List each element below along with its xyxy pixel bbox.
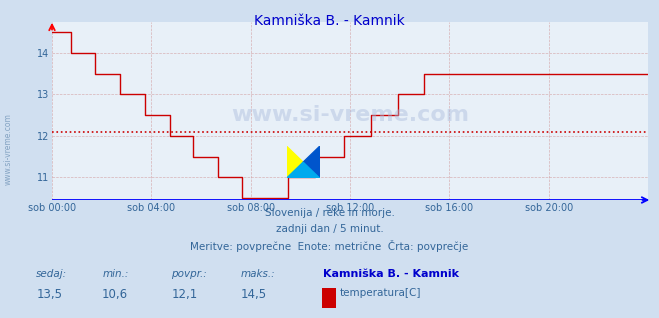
Text: maks.:: maks.: bbox=[241, 269, 275, 279]
Text: Kamniška B. - Kamnik: Kamniška B. - Kamnik bbox=[323, 269, 459, 279]
Text: Meritve: povprečne  Enote: metrične  Črta: povprečje: Meritve: povprečne Enote: metrične Črta:… bbox=[190, 240, 469, 252]
Text: Kamniška B. - Kamnik: Kamniška B. - Kamnik bbox=[254, 14, 405, 28]
Text: min.:: min.: bbox=[102, 269, 129, 279]
Polygon shape bbox=[287, 146, 303, 178]
Text: temperatura[C]: temperatura[C] bbox=[339, 288, 421, 298]
Text: www.si-vreme.com: www.si-vreme.com bbox=[231, 105, 469, 125]
Text: www.si-vreme.com: www.si-vreme.com bbox=[4, 114, 13, 185]
Polygon shape bbox=[303, 146, 320, 178]
Text: povpr.:: povpr.: bbox=[171, 269, 207, 279]
Text: 14,5: 14,5 bbox=[241, 288, 267, 301]
Text: zadnji dan / 5 minut.: zadnji dan / 5 minut. bbox=[275, 224, 384, 234]
Polygon shape bbox=[287, 162, 320, 178]
Text: 13,5: 13,5 bbox=[36, 288, 62, 301]
Text: sedaj:: sedaj: bbox=[36, 269, 67, 279]
Text: 10,6: 10,6 bbox=[102, 288, 129, 301]
Text: Slovenija / reke in morje.: Slovenija / reke in morje. bbox=[264, 208, 395, 218]
Text: 12,1: 12,1 bbox=[171, 288, 198, 301]
